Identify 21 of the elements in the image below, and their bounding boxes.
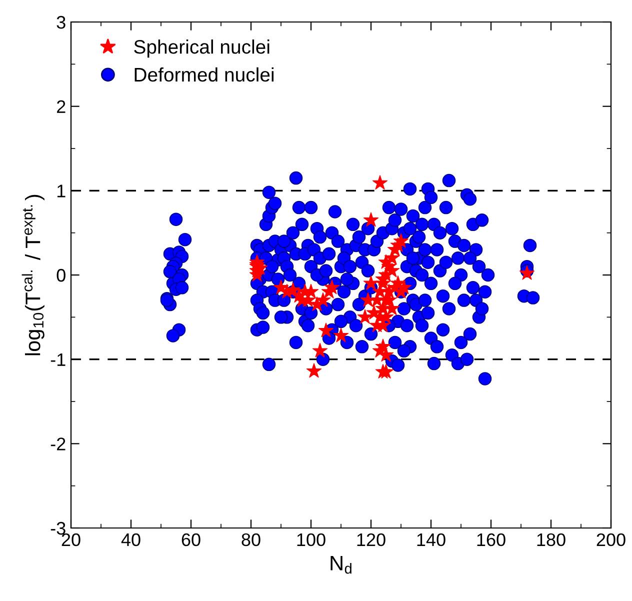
x-tick-label: 200 <box>596 533 626 546</box>
x-tick-label: 160 <box>477 533 506 546</box>
x-tick-label: 20 <box>62 533 80 546</box>
x-tick-label: 120 <box>357 533 386 546</box>
x-tick-label: 60 <box>182 533 200 546</box>
y-tick-label: -3 <box>50 522 66 535</box>
y-tick-label: -1 <box>50 353 66 366</box>
x-axis-title: N$_{d}$ <box>330 556 352 574</box>
y-tick-label: 2 <box>57 100 66 113</box>
x-tick-label: 100 <box>297 533 326 546</box>
y-tick-label: -2 <box>50 438 66 450</box>
y-tick-label: 0 <box>56 268 66 282</box>
x-tick-label: 180 <box>537 533 566 546</box>
y-tick-label: 3 <box>56 16 66 29</box>
x-tick-label: 140 <box>417 533 446 546</box>
y-tick-label: 1 <box>57 184 66 198</box>
legend-label: Spherical nuclei <box>134 40 270 58</box>
x-tick-label: 80 <box>242 533 260 546</box>
legend-label: Deformed nuclei <box>134 67 274 82</box>
x-tick-label: 40 <box>121 533 140 546</box>
y-axis-title: log$_{10}$(T$^{cal.}$ / T$^{expt.}$) <box>22 194 44 356</box>
